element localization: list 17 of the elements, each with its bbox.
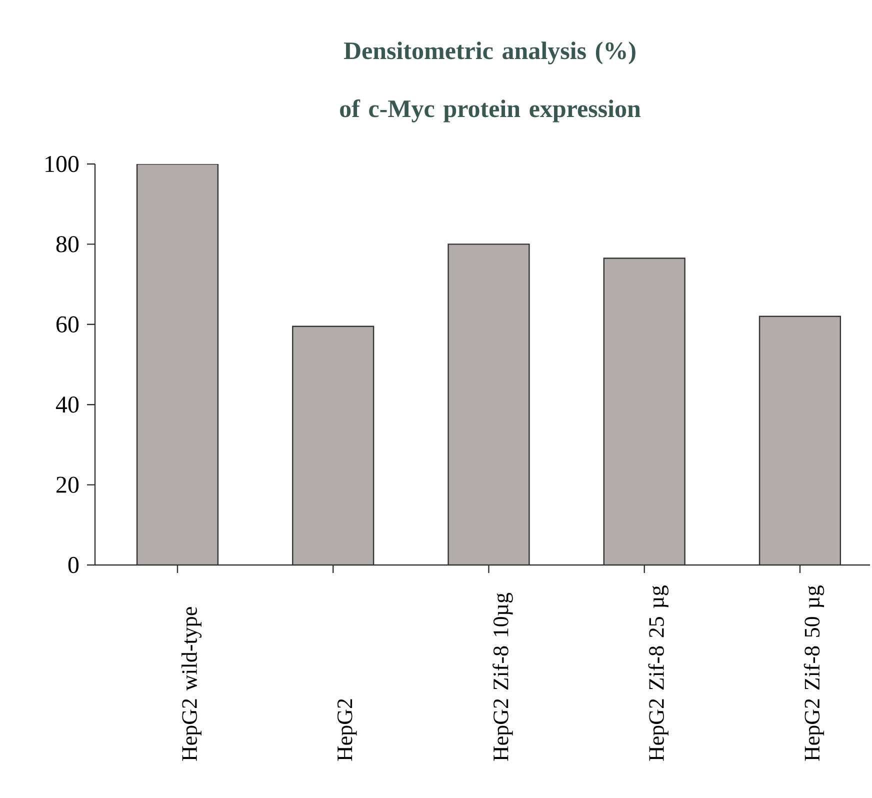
y-tick-label: 80 — [56, 236, 79, 252]
chart-title: Densitometric analysis (%) of c-Myc protein expression — [340, 42, 641, 122]
bar — [604, 258, 685, 565]
y-tick-label: 60 — [56, 316, 79, 332]
x-tick-label: HepG2 Zif-8 10µg — [492, 592, 513, 761]
y-tick-label: 100 — [46, 156, 79, 172]
x-tick-label: HepG2 Zif-8 25 µg — [648, 586, 668, 761]
x-tick-label: HepG2 Zif-8 50 µg — [804, 586, 824, 761]
y-tick-label: 0 — [68, 556, 79, 574]
y-tick-label: 20 — [56, 476, 79, 493]
bar — [292, 326, 374, 565]
x-tick-label: HepG2 wild-type — [181, 607, 202, 761]
bar — [448, 244, 530, 565]
bar — [758, 316, 842, 565]
x-tick-label: HepG2 — [337, 699, 357, 761]
y-tick-label: 40 — [56, 396, 79, 413]
bar — [137, 164, 218, 565]
